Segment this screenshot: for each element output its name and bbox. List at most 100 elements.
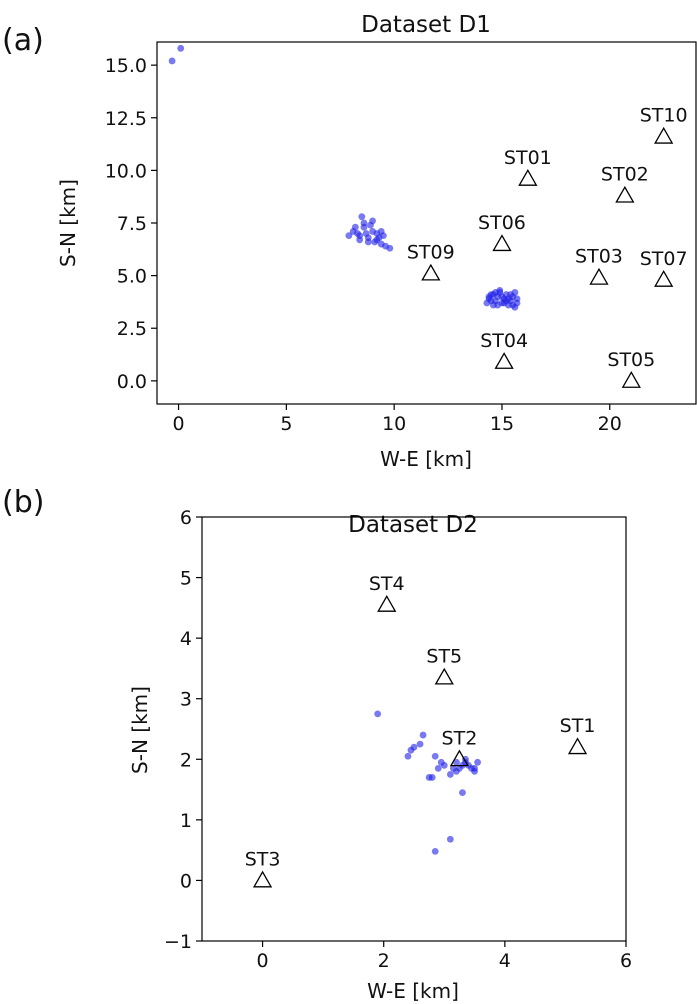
x-tick-label: 15 — [490, 413, 514, 435]
y-axis-label-d2: S-N [km] — [128, 686, 152, 774]
y-tick-label: 4 — [180, 628, 192, 650]
y-tick-label: 0.0 — [117, 371, 147, 393]
y-tick-label: 5 — [180, 568, 192, 590]
station-label: ST10 — [640, 105, 688, 127]
event-point — [505, 295, 512, 303]
station-label: ST06 — [478, 212, 526, 234]
event-point — [374, 710, 382, 718]
station-label: ST1 — [560, 715, 596, 737]
event-point — [485, 293, 493, 301]
station-marker — [615, 185, 635, 203]
event-point — [440, 761, 448, 769]
event-point — [351, 223, 359, 231]
event-point — [428, 774, 436, 781]
y-tick-label: 0 — [180, 870, 192, 892]
station-label: ST5 — [426, 646, 462, 668]
station-label: ST04 — [480, 330, 528, 352]
panel-label-b: (b) — [2, 485, 44, 520]
y-axis-label-d1: S-N [km] — [56, 179, 80, 267]
event-point — [416, 740, 424, 748]
station-marker — [589, 267, 609, 285]
x-tick-label: 0 — [173, 413, 185, 435]
event-point — [386, 244, 394, 252]
x-tick-label: 5 — [280, 413, 292, 435]
station-marker — [621, 371, 641, 388]
y-tick-label: 10.0 — [105, 160, 147, 182]
event-point — [177, 44, 185, 52]
event-point — [474, 758, 481, 766]
station-marker — [654, 126, 674, 144]
event-point — [410, 743, 418, 751]
station-label: ST2 — [442, 727, 478, 749]
station-label: ST01 — [504, 147, 552, 169]
y-tick-label: 15.0 — [105, 55, 147, 77]
event-point — [358, 213, 366, 221]
y-tick-label: 3 — [180, 689, 192, 711]
y-tick-label: 1 — [180, 810, 192, 832]
event-point — [345, 232, 353, 240]
event-point — [369, 217, 376, 225]
event-point — [373, 236, 381, 244]
event-point — [513, 295, 521, 303]
event-point — [431, 752, 439, 760]
event-point — [434, 764, 442, 772]
station-marker — [567, 737, 588, 755]
station-marker — [654, 270, 674, 287]
event-point — [459, 789, 466, 796]
event-point — [446, 771, 454, 778]
y-tick-label: 5.0 — [117, 266, 147, 288]
x-tick-label: 0 — [257, 950, 269, 972]
station-marker — [518, 168, 538, 186]
x-tick-label: 10 — [382, 413, 406, 435]
y-tick-label: 12.5 — [105, 108, 147, 130]
plot-frame-d2 — [201, 516, 627, 942]
event-point — [168, 57, 176, 65]
panel-d1: (a) Dataset D1 W-E [km] S-N [km] 0 5 10 15 2… — [2, 12, 697, 471]
event-point — [492, 289, 499, 296]
event-point — [356, 232, 364, 240]
x-axis-label-d1: W-E [km] — [380, 447, 472, 471]
event-point — [453, 758, 460, 766]
event-point — [511, 303, 519, 311]
event-point — [377, 228, 385, 235]
event-point — [471, 764, 478, 772]
station-marker — [421, 263, 441, 281]
chart-title-d1: Dataset D1 — [361, 12, 491, 38]
station-marker — [494, 352, 514, 369]
event-point — [360, 219, 368, 227]
station-marker — [449, 749, 470, 767]
station-marker — [492, 234, 512, 252]
x-axis-label-d2: W-E [km] — [367, 979, 459, 1003]
event-point — [431, 847, 439, 855]
y-tick-label: 7.5 — [117, 213, 147, 235]
station-label: ST3 — [245, 848, 281, 870]
x-tick-label: 6 — [620, 950, 632, 972]
y-tick-label: 6 — [180, 507, 192, 529]
y-tick-label: −1 — [164, 931, 192, 953]
event-point — [419, 731, 427, 739]
event-point — [404, 752, 412, 760]
station-label: ST03 — [575, 246, 623, 268]
y-tick-label: 2.5 — [117, 318, 147, 340]
station-marker — [252, 870, 273, 888]
station-marker — [434, 667, 454, 685]
x-tick-label: 20 — [598, 413, 622, 435]
y-tick-label: 2 — [180, 749, 192, 771]
panel-label-a: (a) — [2, 23, 44, 58]
chart-title-d2: Dataset D2 — [348, 512, 478, 538]
station-label: ST02 — [601, 164, 649, 186]
station-label: ST09 — [407, 242, 455, 264]
station-label: ST4 — [369, 573, 405, 595]
station-label: ST05 — [607, 349, 655, 371]
x-tick-label: 2 — [378, 950, 390, 972]
x-tick-label: 4 — [499, 950, 511, 972]
event-point — [364, 238, 372, 246]
event-point — [494, 301, 502, 309]
panel-d2: (b) Dataset D2 W-E [km] S-N [km] 0 2 4 6 −1 0… — [2, 485, 632, 1003]
event-point — [453, 768, 460, 775]
event-point — [446, 835, 454, 843]
event-point — [498, 293, 506, 301]
station-marker — [377, 595, 397, 612]
station-label: ST07 — [640, 248, 688, 270]
